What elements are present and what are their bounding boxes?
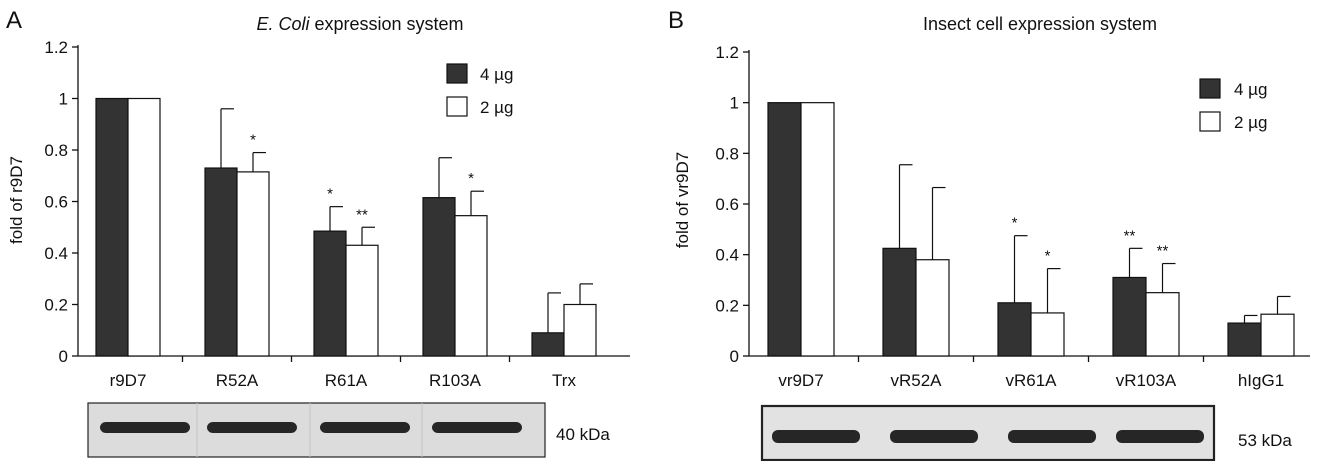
legend-swatch xyxy=(1199,78,1221,99)
x-tick-label: vR61A xyxy=(1005,371,1057,390)
bar-dark xyxy=(1112,276,1147,357)
blot-band xyxy=(320,422,410,433)
bar-light xyxy=(1030,312,1065,357)
blot-size-label: 53 kDa xyxy=(1238,431,1292,450)
bar-dark xyxy=(204,167,238,357)
y-tick-label: 1.2 xyxy=(44,38,68,57)
significance-mark: * xyxy=(1012,215,1018,232)
x-tick-label: Trx xyxy=(552,371,576,390)
y-tick-label: 0.6 xyxy=(44,193,68,212)
chart-title-text: expression system xyxy=(309,14,463,34)
y-tick-label: 0.2 xyxy=(715,296,739,315)
y-tick-label: 0 xyxy=(730,347,739,366)
chart-title: E. Coli expression system xyxy=(256,14,463,34)
bar-light xyxy=(454,215,488,357)
blot-band xyxy=(207,422,297,433)
bar-dark xyxy=(882,247,917,357)
y-tick-label: 0.2 xyxy=(44,296,68,315)
x-tick-label: R103A xyxy=(429,371,482,390)
x-tick-label: r9D7 xyxy=(110,371,147,390)
x-tick-label: vR52A xyxy=(890,371,942,390)
chart-title-italic: E. Coli xyxy=(256,14,310,34)
bar-light xyxy=(1260,313,1295,357)
y-tick-label: 0 xyxy=(59,347,68,366)
legend-swatch xyxy=(446,96,468,117)
blot-band xyxy=(432,422,522,433)
blot-size-label: 40 kDa xyxy=(556,425,610,444)
significance-mark: * xyxy=(1045,248,1051,265)
bar-dark xyxy=(531,332,565,357)
bar-light xyxy=(345,244,379,357)
legend-label: 4 µg xyxy=(1234,80,1267,99)
bar-light xyxy=(236,171,270,357)
legend-label: 4 µg xyxy=(480,65,513,84)
y-tick-label: 0.8 xyxy=(44,141,68,160)
blot-band xyxy=(100,422,190,433)
significance-mark: * xyxy=(327,186,333,203)
chart-title-text: Insect cell expression system xyxy=(923,14,1157,34)
x-tick-label: R52A xyxy=(216,371,259,390)
y-axis-label: fold of r9D7 xyxy=(7,156,26,244)
significance-mark: * xyxy=(250,132,256,149)
legend-label: 2 µg xyxy=(1234,113,1267,132)
x-tick-label: R61A xyxy=(325,371,368,390)
bar-light xyxy=(800,102,835,357)
legend-label: 2 µg xyxy=(480,98,513,117)
bar-light xyxy=(1145,292,1180,357)
bar-dark xyxy=(767,102,802,357)
bar-light xyxy=(127,97,161,357)
blot-band xyxy=(772,430,860,443)
y-tick-label: 0.4 xyxy=(44,244,68,263)
bar-dark xyxy=(313,230,347,357)
blot-band xyxy=(1008,430,1096,443)
blot-band xyxy=(1116,430,1204,443)
bar-dark xyxy=(95,97,129,357)
panel-label: A xyxy=(6,7,22,34)
significance-mark: ** xyxy=(1124,227,1136,244)
significance-mark: ** xyxy=(356,206,368,223)
x-tick-label: vR103A xyxy=(1116,371,1177,390)
y-tick-label: 1 xyxy=(59,90,68,109)
y-axis-label: fold of vr9D7 xyxy=(673,152,692,248)
legend-swatch xyxy=(446,63,468,84)
bar-dark xyxy=(422,197,456,357)
bar-light xyxy=(915,259,950,357)
panel-label: B xyxy=(668,7,684,34)
bar-dark xyxy=(997,302,1032,357)
y-tick-label: 1.2 xyxy=(715,43,739,62)
y-tick-label: 0.6 xyxy=(715,195,739,214)
y-tick-label: 0.8 xyxy=(715,144,739,163)
significance-mark: ** xyxy=(1157,243,1169,260)
chart-title: Insect cell expression system xyxy=(923,14,1157,34)
bar-dark xyxy=(1227,322,1262,357)
x-tick-label: hIgG1 xyxy=(1238,371,1284,390)
x-tick-label: vr9D7 xyxy=(778,371,823,390)
y-tick-label: 1 xyxy=(730,94,739,113)
bar-light xyxy=(563,303,597,357)
y-tick-label: 0.4 xyxy=(715,246,739,265)
legend-swatch xyxy=(1199,111,1221,132)
blot-band xyxy=(890,430,978,443)
significance-mark: * xyxy=(468,170,474,187)
